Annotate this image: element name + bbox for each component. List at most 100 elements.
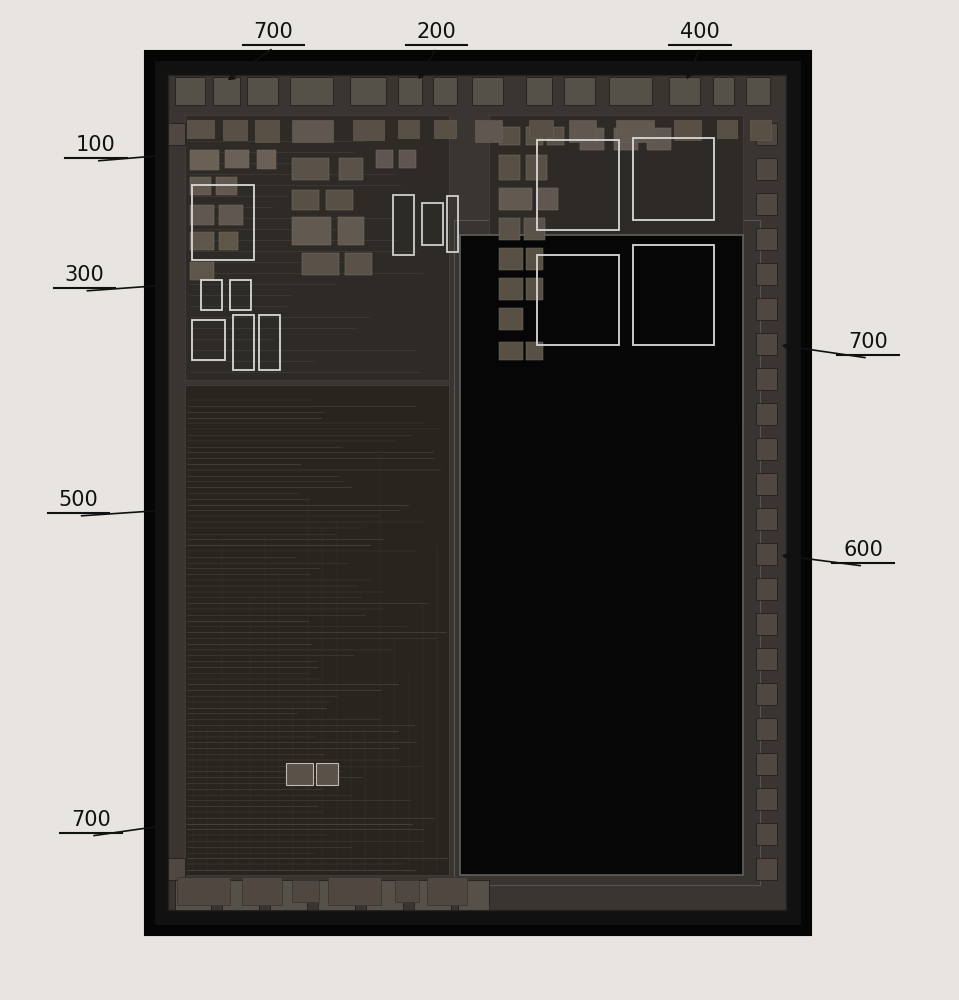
- Bar: [633, 138, 714, 220]
- Bar: [526, 77, 552, 105]
- Bar: [398, 120, 419, 138]
- Bar: [526, 248, 543, 270]
- Bar: [230, 280, 251, 310]
- Bar: [756, 298, 777, 320]
- Bar: [756, 683, 777, 705]
- Bar: [537, 188, 558, 210]
- Bar: [756, 473, 777, 495]
- Bar: [257, 150, 276, 169]
- Bar: [292, 880, 319, 902]
- Bar: [399, 150, 416, 168]
- Bar: [717, 120, 737, 138]
- Bar: [633, 245, 714, 345]
- Bar: [168, 123, 185, 145]
- Bar: [756, 788, 777, 810]
- Bar: [756, 508, 777, 530]
- Bar: [350, 77, 386, 105]
- Bar: [756, 403, 777, 425]
- Bar: [414, 880, 451, 910]
- Bar: [223, 120, 247, 140]
- Bar: [376, 150, 393, 168]
- Bar: [292, 120, 333, 142]
- Bar: [318, 880, 355, 910]
- Bar: [526, 342, 543, 360]
- Bar: [292, 217, 331, 245]
- Bar: [393, 195, 414, 255]
- Bar: [255, 120, 279, 142]
- Bar: [756, 648, 777, 670]
- Text: 300: 300: [64, 265, 105, 285]
- Text: 100: 100: [76, 135, 116, 155]
- Bar: [569, 120, 596, 142]
- Bar: [746, 77, 770, 105]
- Bar: [247, 77, 278, 105]
- Bar: [756, 858, 777, 880]
- Bar: [499, 308, 523, 330]
- Bar: [190, 232, 214, 250]
- Bar: [756, 823, 777, 845]
- Bar: [177, 877, 230, 905]
- Bar: [398, 77, 422, 105]
- Bar: [168, 858, 185, 880]
- Bar: [353, 120, 384, 140]
- Bar: [499, 127, 520, 145]
- Bar: [185, 385, 449, 875]
- Bar: [190, 262, 214, 280]
- Bar: [286, 763, 313, 785]
- Bar: [185, 115, 449, 380]
- Bar: [447, 196, 458, 252]
- Bar: [756, 438, 777, 460]
- Bar: [168, 75, 786, 910]
- Text: 700: 700: [848, 332, 888, 352]
- Bar: [427, 877, 467, 905]
- Bar: [190, 205, 214, 225]
- Bar: [270, 880, 307, 910]
- Bar: [190, 177, 211, 195]
- Bar: [616, 120, 654, 142]
- Bar: [756, 333, 777, 355]
- Bar: [292, 190, 319, 210]
- Bar: [149, 55, 806, 930]
- Bar: [526, 127, 543, 145]
- Bar: [499, 248, 523, 270]
- Bar: [434, 120, 456, 138]
- Bar: [458, 880, 489, 910]
- Bar: [175, 880, 211, 910]
- Bar: [190, 150, 219, 170]
- Text: 600: 600: [843, 540, 883, 560]
- Text: 700: 700: [253, 22, 293, 42]
- Bar: [756, 718, 777, 740]
- Bar: [201, 280, 222, 310]
- Bar: [222, 880, 259, 910]
- Bar: [537, 255, 619, 345]
- Bar: [460, 235, 743, 875]
- Bar: [580, 128, 604, 150]
- Bar: [499, 218, 520, 240]
- Bar: [290, 77, 333, 105]
- Bar: [526, 278, 543, 300]
- Bar: [524, 218, 545, 240]
- Bar: [219, 232, 238, 250]
- Bar: [292, 158, 329, 180]
- Bar: [489, 115, 743, 420]
- Bar: [756, 193, 777, 215]
- Bar: [422, 203, 443, 245]
- Bar: [242, 877, 282, 905]
- Bar: [756, 123, 777, 145]
- Bar: [175, 77, 205, 105]
- Bar: [564, 77, 595, 105]
- Bar: [395, 880, 419, 902]
- Bar: [475, 120, 502, 142]
- Bar: [750, 120, 771, 140]
- Bar: [328, 877, 381, 905]
- Bar: [225, 150, 249, 168]
- Bar: [756, 263, 777, 285]
- Bar: [529, 120, 553, 138]
- Bar: [345, 253, 372, 275]
- Bar: [366, 880, 403, 910]
- Bar: [614, 128, 638, 150]
- Bar: [499, 155, 520, 180]
- Bar: [192, 185, 254, 260]
- Bar: [756, 578, 777, 600]
- Bar: [669, 77, 700, 105]
